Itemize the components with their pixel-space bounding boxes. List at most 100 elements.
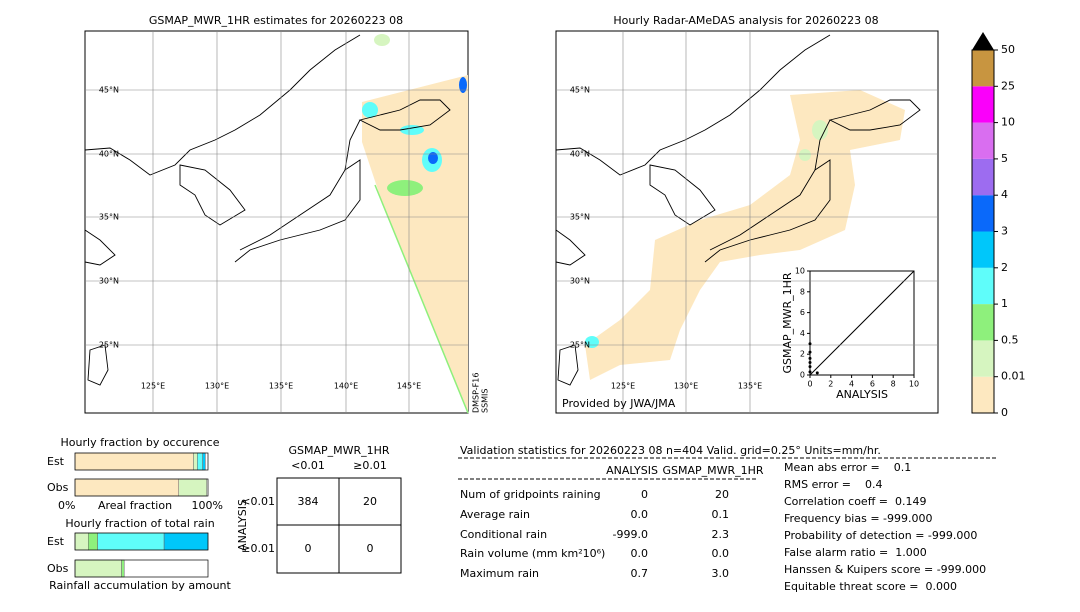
lat-label: 25°N — [570, 341, 590, 350]
axis-label: 100% — [192, 499, 223, 512]
map-title: GSMAP_MWR_1HR estimates for 20260223 08 — [149, 14, 403, 27]
colorbar-bin — [972, 340, 994, 377]
stat-value: 3.0 — [712, 567, 730, 580]
sensor-label: DMSP-F16 — [472, 373, 481, 413]
colorbar-extend — [972, 32, 994, 50]
stat-label: Rain volume (mm km²10⁶) — [460, 547, 605, 560]
stat-label: Num of gridpoints raining — [460, 488, 601, 501]
col-header: ANALYSIS — [606, 464, 658, 477]
rain-area — [374, 34, 390, 46]
axis-label: Areal fraction — [98, 499, 172, 512]
right-map — [555, 30, 939, 414]
lat-label: 30°N — [570, 277, 590, 286]
colorbar-label: 0 — [1001, 406, 1008, 419]
score: Correlation coeff = 0.149 — [784, 495, 926, 508]
row-label: Est — [47, 535, 65, 548]
point — [815, 371, 819, 375]
x-tick-label: 0 — [807, 380, 812, 389]
lon-label: 145°E — [397, 382, 421, 391]
row-title: ANALYSIS — [236, 499, 249, 551]
left-map — [84, 30, 469, 414]
score: Probability of detection = -999.000 — [784, 529, 977, 542]
axis-label: Rainfall accumulation by amount — [49, 579, 231, 592]
lon-label: 140°E — [334, 382, 358, 391]
lon-label: 125°E — [141, 382, 165, 391]
rain-area — [459, 77, 467, 93]
y-tick-label: 0 — [800, 371, 805, 380]
colorbar-label: 10 — [1001, 116, 1015, 129]
bar-frame — [74, 452, 209, 471]
colorbar-bin — [972, 231, 994, 268]
colorbar-bin — [972, 267, 994, 305]
score: Frequency bias = -999.000 — [784, 512, 933, 525]
colorbar-bin — [972, 195, 994, 232]
radar-coverage — [585, 90, 905, 380]
rain-area — [387, 180, 423, 196]
point — [808, 350, 812, 354]
score: Mean abs error = 0.1 — [784, 461, 911, 474]
lat-label: 45°N — [570, 86, 590, 95]
score: Equitable threat score = 0.000 — [784, 580, 957, 593]
colorbar-bin — [972, 304, 994, 341]
score: Hanssen & Kuipers score = -999.000 — [784, 563, 986, 576]
colorbar-label: 25 — [1001, 79, 1015, 92]
lat-label: 25°N — [99, 341, 119, 350]
panel-title: Hourly fraction by occurence — [61, 436, 220, 449]
row-label: <0.01 — [241, 495, 275, 508]
stat-value: 0 — [641, 488, 648, 501]
col-label: ≥0.01 — [353, 459, 387, 472]
score: RMS error = 0.4 — [784, 478, 882, 491]
y-tick-label: 2 — [800, 350, 805, 359]
fraction-bar — [163, 532, 209, 551]
colorbar-label: 2 — [1001, 261, 1008, 274]
colorbar-bin — [972, 376, 994, 413]
col-label: <0.01 — [291, 459, 325, 472]
bar-frame — [74, 559, 209, 578]
table-title: GSMAP_MWR_1HR — [288, 444, 389, 457]
fraction-bar — [74, 532, 89, 551]
colorbar-bin — [972, 50, 994, 87]
col-header: GSMAP_MWR_1HR — [662, 464, 763, 477]
point — [808, 370, 812, 374]
fraction-bar — [88, 532, 98, 551]
x-tick-label: 2 — [828, 380, 833, 389]
stat-label: Maximum rain — [460, 567, 539, 580]
fraction-bar — [178, 478, 207, 497]
stats-header: Validation statistics for 20260223 08 n=… — [460, 444, 881, 457]
lon-label: 130°E — [674, 382, 698, 391]
row-label: ≥0.01 — [241, 542, 275, 555]
y-tick-label: 4 — [800, 329, 805, 338]
x-axis-label: ANALYSIS — [836, 388, 888, 401]
stat-value: 0.0 — [712, 547, 730, 560]
fraction-bar — [121, 559, 125, 578]
rain-area — [812, 120, 828, 140]
x-tick-label: 4 — [849, 380, 854, 389]
lat-label: 35°N — [99, 213, 119, 222]
bar-frame — [74, 532, 209, 551]
stat-value: 0.0 — [631, 547, 649, 560]
cell: 0 — [305, 542, 312, 555]
stat-value: 20 — [715, 488, 729, 501]
stat-value: -999.0 — [613, 528, 648, 541]
bar-frame — [74, 478, 209, 497]
stat-value: 2.3 — [712, 528, 730, 541]
lat-label: 35°N — [570, 213, 590, 222]
colorbar-label: 0.5 — [1001, 333, 1019, 346]
fraction-bar — [74, 452, 194, 471]
point — [808, 361, 812, 365]
y-tick-label: 10 — [795, 267, 805, 276]
row-label: Obs — [47, 481, 69, 494]
cell: 0 — [367, 542, 374, 555]
score: False alarm ratio = 1.000 — [784, 546, 927, 559]
stat-label: Conditional rain — [460, 528, 547, 541]
rain-area — [362, 102, 378, 118]
swath-edge — [374, 184, 469, 414]
row-label: Est — [47, 455, 65, 468]
colorbar-bin — [972, 158, 994, 196]
stat-value: 0.7 — [631, 567, 649, 580]
rain-area — [400, 125, 424, 135]
colorbar-label: 5 — [1001, 152, 1008, 165]
y-tick-label: 6 — [800, 308, 805, 317]
fraction-bar — [97, 532, 165, 551]
